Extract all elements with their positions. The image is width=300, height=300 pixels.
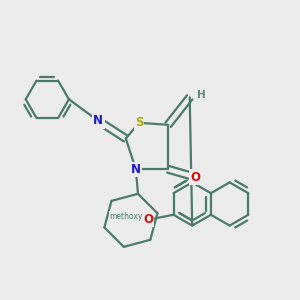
Text: N: N <box>93 114 103 128</box>
Text: O: O <box>143 213 153 226</box>
Text: H: H <box>197 90 206 100</box>
Text: S: S <box>135 116 143 129</box>
Text: N: N <box>131 163 141 176</box>
Text: O: O <box>190 171 201 184</box>
Text: methoxy: methoxy <box>110 212 143 221</box>
